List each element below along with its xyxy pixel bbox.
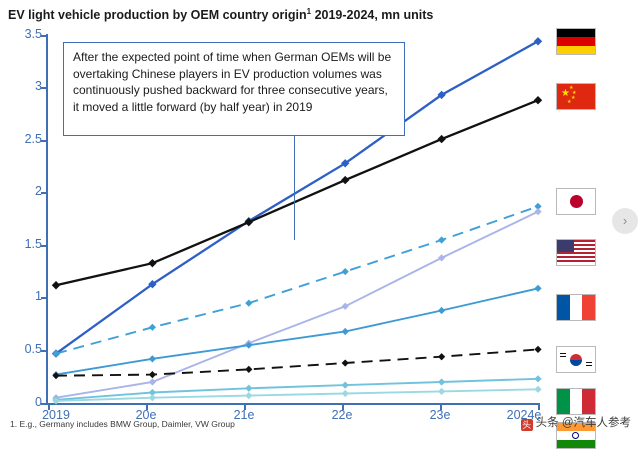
x-tick-label-2: 21e [233,408,255,422]
annotation-text: After the expected point of time when Ge… [73,50,392,114]
data-point [438,236,446,244]
data-point [148,394,156,402]
y-tick-label-6: 3 [35,79,42,93]
data-point [148,323,156,331]
series-lines [51,37,543,405]
data-point [245,299,253,307]
data-point [245,341,253,349]
y-tick-label-0: 0 [35,395,42,409]
carousel-next-button[interactable]: › [612,208,638,234]
title-unit: mn units [377,8,434,23]
title-main: EV light vehicle production by OEM count… [8,8,307,23]
y-tick-label-7: 3.5 [24,27,42,41]
data-point [533,37,543,46]
italy-flag [556,388,596,415]
data-point [341,159,350,168]
data-point [438,378,446,386]
data-point [341,175,350,185]
data-point [52,397,60,405]
x-tick-label-5: 2024e [506,408,542,422]
data-point [148,371,156,379]
data-point [244,217,253,227]
series-line-germany [55,99,539,287]
data-point [533,95,543,105]
france-flag [556,294,596,321]
data-point [341,389,349,398]
data-point [534,208,542,216]
data-point [534,284,542,292]
annotation-box: After the expected point of time when Ge… [63,42,405,136]
series-line-india [55,388,539,402]
data-point [341,327,349,336]
y-axis [46,34,48,405]
data-point [51,281,61,290]
x-axis [46,403,540,405]
data-point [52,372,60,380]
watermark-text: 头条 @汽车人参考 [535,417,631,429]
annotation-leader-line [294,136,296,240]
x-tick-label-0: 2019 [42,408,70,422]
data-point [245,384,253,392]
y-tick-label-2: 1 [35,289,42,303]
data-point [534,345,542,353]
x-tick-label-4: 23e [429,408,451,422]
data-point [148,258,157,268]
title-superscript: 1 [306,7,312,16]
data-point [438,387,446,396]
data-point [341,267,349,276]
watermark: 头头条 @汽车人参考 [520,414,631,431]
footnote: 1. E.g., Germany includes BMW Group, Dai… [10,419,235,429]
series-line-south-korea [55,348,539,377]
data-point [438,254,446,262]
y-tick-label-1: 0.5 [24,342,42,356]
south-korea-flag [556,346,596,373]
series-line-france [55,287,539,376]
y-tick-label-5: 2.5 [24,132,42,146]
usa-flag [556,239,596,266]
plot-area: 0 0.5 1 1.5 2 2.5 3 3.5 2019 20e 21e 22e… [25,27,543,422]
series-line-china [55,40,539,355]
data-point [438,353,446,361]
x-tick-label-3: 22e [331,408,353,422]
y-tick-label-4: 2 [35,184,42,198]
title-years: 2019-2024, [311,8,378,23]
data-point [534,202,542,210]
series-line-japan [55,205,539,355]
data-point [148,378,156,386]
data-point [341,359,349,367]
germany-flag [556,28,596,55]
data-point [437,90,446,100]
data-point [52,349,60,358]
data-point [341,381,349,389]
watermark-logo: 头 [520,419,533,431]
data-point [534,385,542,393]
data-point [438,306,446,315]
page-title: EV light vehicle production by OEM count… [8,7,433,22]
data-point [534,375,542,383]
data-point [148,388,156,397]
data-point [341,302,349,310]
china-flag: ★ ★ ★ ★ ★ [556,83,596,110]
data-point [437,134,446,144]
japan-flag [556,188,596,215]
data-point [245,365,253,373]
data-point [245,392,253,400]
series-line-usa [55,210,539,399]
x-tick-label-1: 20e [135,408,157,422]
data-point [148,355,156,363]
series-line-italy [55,377,539,401]
y-tick-label-3: 1.5 [24,237,42,251]
